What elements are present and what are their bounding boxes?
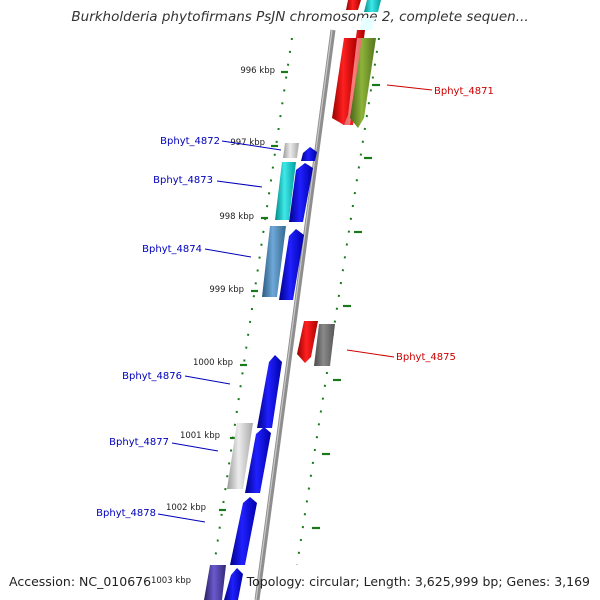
- gene-red-top-main[interactable]: [332, 38, 357, 125]
- scale-label-1001: 1001 kbp: [180, 431, 220, 441]
- label-bphyt-4875[interactable]: Bphyt_4875: [396, 352, 456, 363]
- gene-red-top-cap[interactable]: [346, 0, 361, 10]
- gene-bphyt-4873[interactable]: [275, 162, 296, 220]
- gene-bphyt-4875-red[interactable]: [297, 321, 318, 363]
- gene-indigo-bottom[interactable]: [204, 565, 226, 600]
- label-bphyt-4876[interactable]: Bphyt_4876: [122, 371, 182, 382]
- scale-label-1002: 1002 kbp: [166, 503, 206, 513]
- label-bphyt-4878[interactable]: Bphyt_4878: [96, 508, 156, 519]
- label-bphyt-4873[interactable]: Bphyt_4873: [153, 175, 213, 186]
- gene-blue-4877[interactable]: [245, 427, 271, 493]
- scale-label-1003: 1003 kbp: [151, 576, 191, 586]
- leader-lines: [157, 84, 433, 523]
- gene-cyan-top[interactable]: [364, 0, 381, 12]
- gene-light-top: [360, 18, 375, 30]
- topology-text: Topology: circular; Length: 3,625,999 bp…: [246, 574, 590, 589]
- scale-label-1000: 1000 kbp: [193, 358, 233, 368]
- scale-label-999: 999 kbp: [209, 285, 244, 295]
- scale-label-998: 998 kbp: [219, 212, 254, 222]
- chromosome-backbone-highlight: [255, 29, 333, 600]
- gene-small-blue[interactable]: [301, 147, 317, 161]
- label-bphyt-4877[interactable]: Bphyt_4877: [109, 437, 169, 448]
- gene-bphyt-4876[interactable]: [257, 355, 282, 428]
- accession-text: Accession: NC_010676: [9, 574, 152, 589]
- chromosome-backbone: [254, 29, 336, 600]
- label-bphyt-4872[interactable]: Bphyt_4872: [160, 136, 220, 147]
- scale-label-996: 996 kbp: [240, 66, 275, 76]
- scale-label-997: 997 kbp: [230, 138, 265, 148]
- gene-bphyt-4871[interactable]: [350, 38, 376, 128]
- gene-bphyt-4877[interactable]: [227, 423, 253, 489]
- gene-bphyt-4875[interactable]: [314, 324, 335, 366]
- label-bphyt-4871[interactable]: Bphyt_4871: [434, 86, 494, 97]
- gene-bphyt-4874[interactable]: [262, 226, 286, 297]
- gene-blue-4873[interactable]: [289, 163, 313, 222]
- label-bphyt-4874[interactable]: Bphyt_4874: [142, 244, 202, 255]
- gene-blue-bottom[interactable]: [224, 568, 243, 600]
- gene-blue-4874[interactable]: [279, 229, 304, 300]
- map-title: Burkholderia phytofirmans PsJN chromosom…: [71, 9, 529, 25]
- gene-small-gray[interactable]: [283, 143, 299, 158]
- scale-ticks-reverse: [312, 83, 380, 530]
- gene-bphyt-4878[interactable]: [230, 497, 257, 565]
